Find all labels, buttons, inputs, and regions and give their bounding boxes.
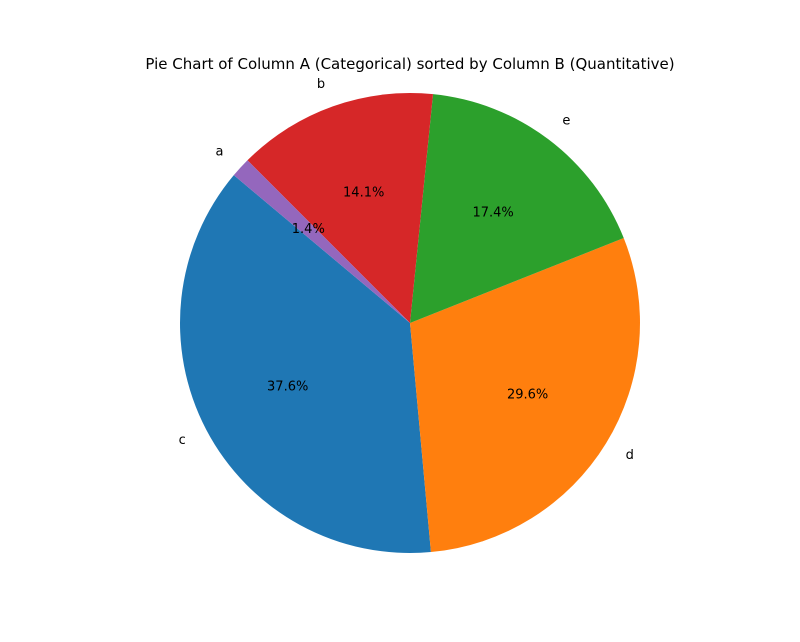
pct-label-b: 14.1%: [343, 186, 384, 201]
pct-label-a: 1.4%: [292, 222, 325, 237]
slice-label-e: e: [562, 114, 570, 129]
pct-label-c: 37.6%: [267, 380, 308, 395]
slice-label-d: d: [626, 448, 634, 463]
pie-slices: [180, 92, 640, 553]
chart-title: Pie Chart of Column A (Categorical) sort…: [145, 55, 674, 73]
slice-label-a: a: [216, 145, 224, 160]
pie-slice-c: [180, 175, 431, 553]
pie-labels: c 37.6% d 29.6% e 17.4% b 14.1% a 1.4%: [179, 77, 634, 463]
pct-label-e: 17.4%: [472, 205, 513, 220]
pie-slice-d: [410, 238, 640, 553]
pie-slice-b: [247, 92, 434, 323]
slice-label-b: b: [317, 77, 325, 92]
pie-slice-a: [233, 160, 410, 323]
pct-label-d: 29.6%: [507, 388, 548, 403]
slice-label-c: c: [179, 433, 186, 448]
pie-slice-e: [410, 94, 624, 324]
